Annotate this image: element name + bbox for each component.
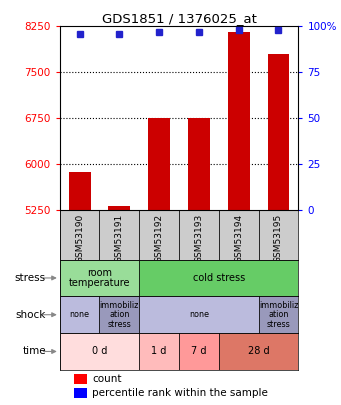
Bar — [179, 210, 219, 260]
Bar — [74, 374, 87, 384]
Text: 1 d: 1 d — [151, 346, 167, 356]
Bar — [69, 171, 90, 210]
Bar — [100, 210, 139, 260]
Text: percentile rank within the sample: percentile rank within the sample — [92, 388, 268, 398]
Text: GSM53194: GSM53194 — [234, 214, 243, 263]
Bar — [60, 210, 100, 260]
Bar — [108, 207, 130, 210]
Bar — [148, 118, 170, 210]
Text: time: time — [23, 346, 46, 356]
Bar — [258, 296, 298, 333]
Bar — [228, 32, 250, 210]
Title: GDS1851 / 1376025_at: GDS1851 / 1376025_at — [102, 12, 256, 25]
Text: room
temperature: room temperature — [69, 268, 130, 288]
Bar — [188, 118, 210, 210]
Text: immobiliz
ation
stress: immobiliz ation stress — [259, 301, 298, 329]
Text: shock: shock — [16, 310, 46, 320]
Bar — [100, 296, 139, 333]
Text: 7 d: 7 d — [191, 346, 207, 356]
Bar — [60, 296, 100, 333]
Bar — [60, 260, 139, 296]
Bar — [268, 54, 290, 210]
Text: 0 d: 0 d — [92, 346, 107, 356]
Text: GSM53191: GSM53191 — [115, 214, 124, 263]
Text: GSM53195: GSM53195 — [274, 214, 283, 263]
Bar — [74, 388, 87, 398]
Bar — [258, 210, 298, 260]
Text: immobiliz
ation
stress: immobiliz ation stress — [100, 301, 139, 329]
Bar — [139, 260, 298, 296]
Text: count: count — [92, 374, 121, 384]
Bar — [139, 296, 258, 333]
Bar — [219, 333, 298, 370]
Text: cold stress: cold stress — [193, 273, 245, 283]
Text: GSM53190: GSM53190 — [75, 214, 84, 263]
Text: GSM53193: GSM53193 — [194, 214, 204, 263]
Text: none: none — [70, 310, 90, 319]
Text: stress: stress — [15, 273, 46, 283]
Text: GSM53192: GSM53192 — [154, 214, 164, 263]
Bar — [139, 210, 179, 260]
Bar — [219, 210, 258, 260]
Bar — [179, 333, 219, 370]
Text: none: none — [189, 310, 209, 319]
Bar — [60, 333, 139, 370]
Bar — [139, 333, 179, 370]
Text: 28 d: 28 d — [248, 346, 269, 356]
